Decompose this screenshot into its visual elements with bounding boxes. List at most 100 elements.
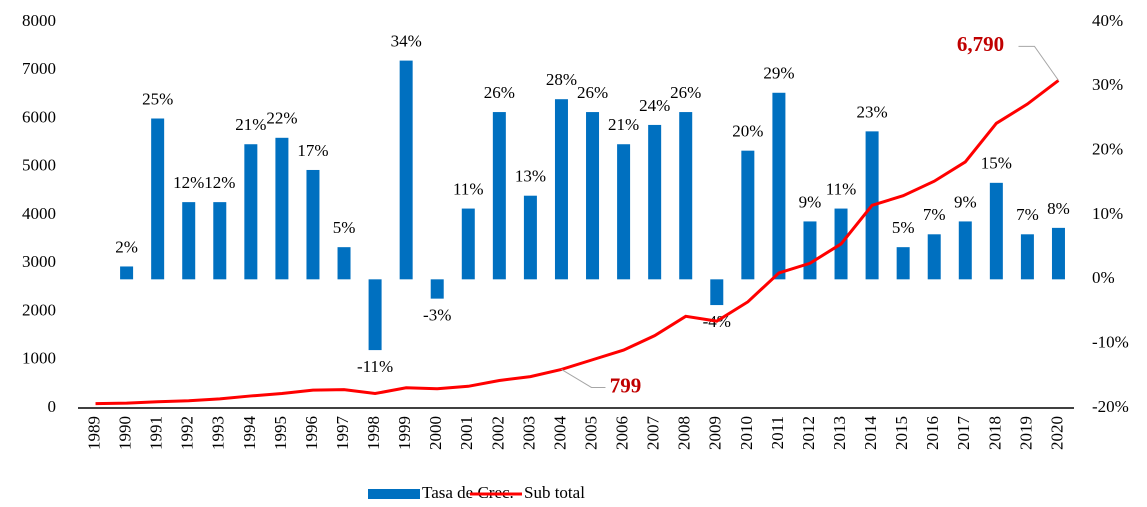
bar: [461, 208, 475, 280]
bar: [679, 112, 693, 280]
y2-tick-label: -20%: [1092, 397, 1129, 416]
x-tick-label: 2016: [923, 416, 942, 450]
bar: [803, 221, 817, 280]
bar-value-label: 7%: [923, 205, 946, 224]
bar: [244, 144, 258, 280]
x-tick-label: 2017: [954, 416, 973, 451]
y2-tick-label: 30%: [1092, 75, 1123, 94]
y2-tick-label: 40%: [1092, 11, 1123, 30]
bar: [430, 279, 444, 299]
bar-value-label: 17%: [297, 141, 328, 160]
bar-value-label: -3%: [423, 306, 451, 325]
bar-value-label: 24%: [639, 96, 670, 115]
bar: [399, 60, 413, 280]
bar: [648, 124, 662, 280]
x-tick-label: 2008: [675, 416, 694, 450]
leader-line: [561, 369, 606, 388]
bar: [368, 279, 382, 351]
x-tick-label: 1998: [364, 416, 383, 450]
x-tick-label: 1995: [271, 416, 290, 450]
y-tick-label: 6000: [22, 107, 56, 126]
bar: [772, 92, 786, 280]
bar: [741, 150, 755, 280]
bar: [120, 266, 134, 280]
x-tick-label: 2002: [488, 416, 507, 450]
x-tick-label: 1996: [302, 416, 321, 450]
bar-value-label: 26%: [670, 83, 701, 102]
x-tick-label: 2000: [426, 416, 445, 450]
bar: [1020, 234, 1034, 280]
bar-value-label: 21%: [608, 115, 639, 134]
bar-value-label: 28%: [546, 70, 577, 89]
bar-value-label: 34%: [391, 32, 422, 51]
bar-value-label: 8%: [1047, 199, 1070, 218]
line: [95, 79, 1060, 406]
x-tick-label: 1992: [178, 416, 197, 450]
bar-value-label: 21%: [235, 115, 266, 134]
bar-value-label: 2%: [115, 237, 138, 256]
bar-value-label: 22%: [266, 109, 297, 128]
x-tick-label: 1994: [240, 416, 259, 451]
line-value-label: 799: [610, 373, 642, 397]
x-tick-label: 2003: [519, 416, 538, 450]
bar: [337, 247, 351, 280]
x-tick-label: 2012: [799, 416, 818, 450]
x-tick-label: 1993: [209, 416, 228, 450]
x-tick-label: 2011: [768, 416, 787, 449]
bar-value-label: 9%: [954, 192, 977, 211]
bar: [989, 182, 1003, 280]
bar: [617, 144, 631, 280]
x-tick-label: 2013: [830, 416, 849, 450]
bar: [213, 202, 227, 280]
bar-value-label: 13%: [515, 167, 546, 186]
bar-value-label: 12%: [204, 173, 235, 192]
bar-value-label: 26%: [484, 83, 515, 102]
x-tick-label: 1997: [333, 416, 352, 451]
x-tick-label: 2018: [985, 416, 1004, 450]
bar-value-label: 23%: [857, 102, 888, 121]
y-tick-label: 2000: [22, 300, 56, 319]
y-tick-label: 0: [48, 397, 57, 416]
y-tick-label: 8000: [22, 11, 56, 30]
legend-swatch: [368, 489, 420, 499]
bar: [1051, 227, 1065, 280]
x-tick-label: 2005: [581, 416, 600, 450]
x-tick-label: 2010: [737, 416, 756, 450]
y-tick-label: 3000: [22, 252, 56, 271]
bar: [710, 279, 724, 306]
y2-tick-label: -10%: [1092, 333, 1129, 352]
bar-value-label: 26%: [577, 83, 608, 102]
bar: [523, 195, 537, 280]
y2-tick-label: 0%: [1092, 268, 1115, 287]
x-tick-label: 1990: [116, 416, 135, 450]
bar-value-label: 20%: [732, 122, 763, 141]
x-tick-label: 1991: [147, 416, 166, 450]
y-tick-label: 7000: [22, 59, 56, 78]
bar-value-label: 7%: [1016, 205, 1039, 224]
bar: [958, 221, 972, 280]
leader-line: [1018, 45, 1059, 81]
x-tick-label: 2007: [644, 416, 663, 451]
bar-value-label: 25%: [142, 89, 173, 108]
y2-tick-label: 20%: [1092, 140, 1123, 159]
legend-label: Tasa de Crec.: [422, 483, 514, 502]
x-tick-label: 2004: [550, 416, 569, 451]
bar: [306, 169, 320, 280]
x-tick-label: 2019: [1016, 416, 1035, 450]
bar: [182, 202, 196, 280]
bar-value-label: 11%: [826, 179, 857, 198]
y2-tick-label: 10%: [1092, 204, 1123, 223]
bar-value-label: -11%: [357, 357, 393, 376]
bar: [927, 234, 941, 280]
y-tick-label: 1000: [22, 349, 56, 368]
bar: [275, 137, 289, 280]
bar-value-label: 12%: [173, 173, 204, 192]
bar: [896, 247, 910, 280]
bar-value-label: 5%: [892, 218, 915, 237]
legend-label: Sub total: [524, 483, 585, 502]
y-tick-label: 5000: [22, 156, 56, 175]
bar: [554, 99, 568, 280]
bar: [492, 112, 506, 280]
bar-value-label: 9%: [799, 192, 822, 211]
